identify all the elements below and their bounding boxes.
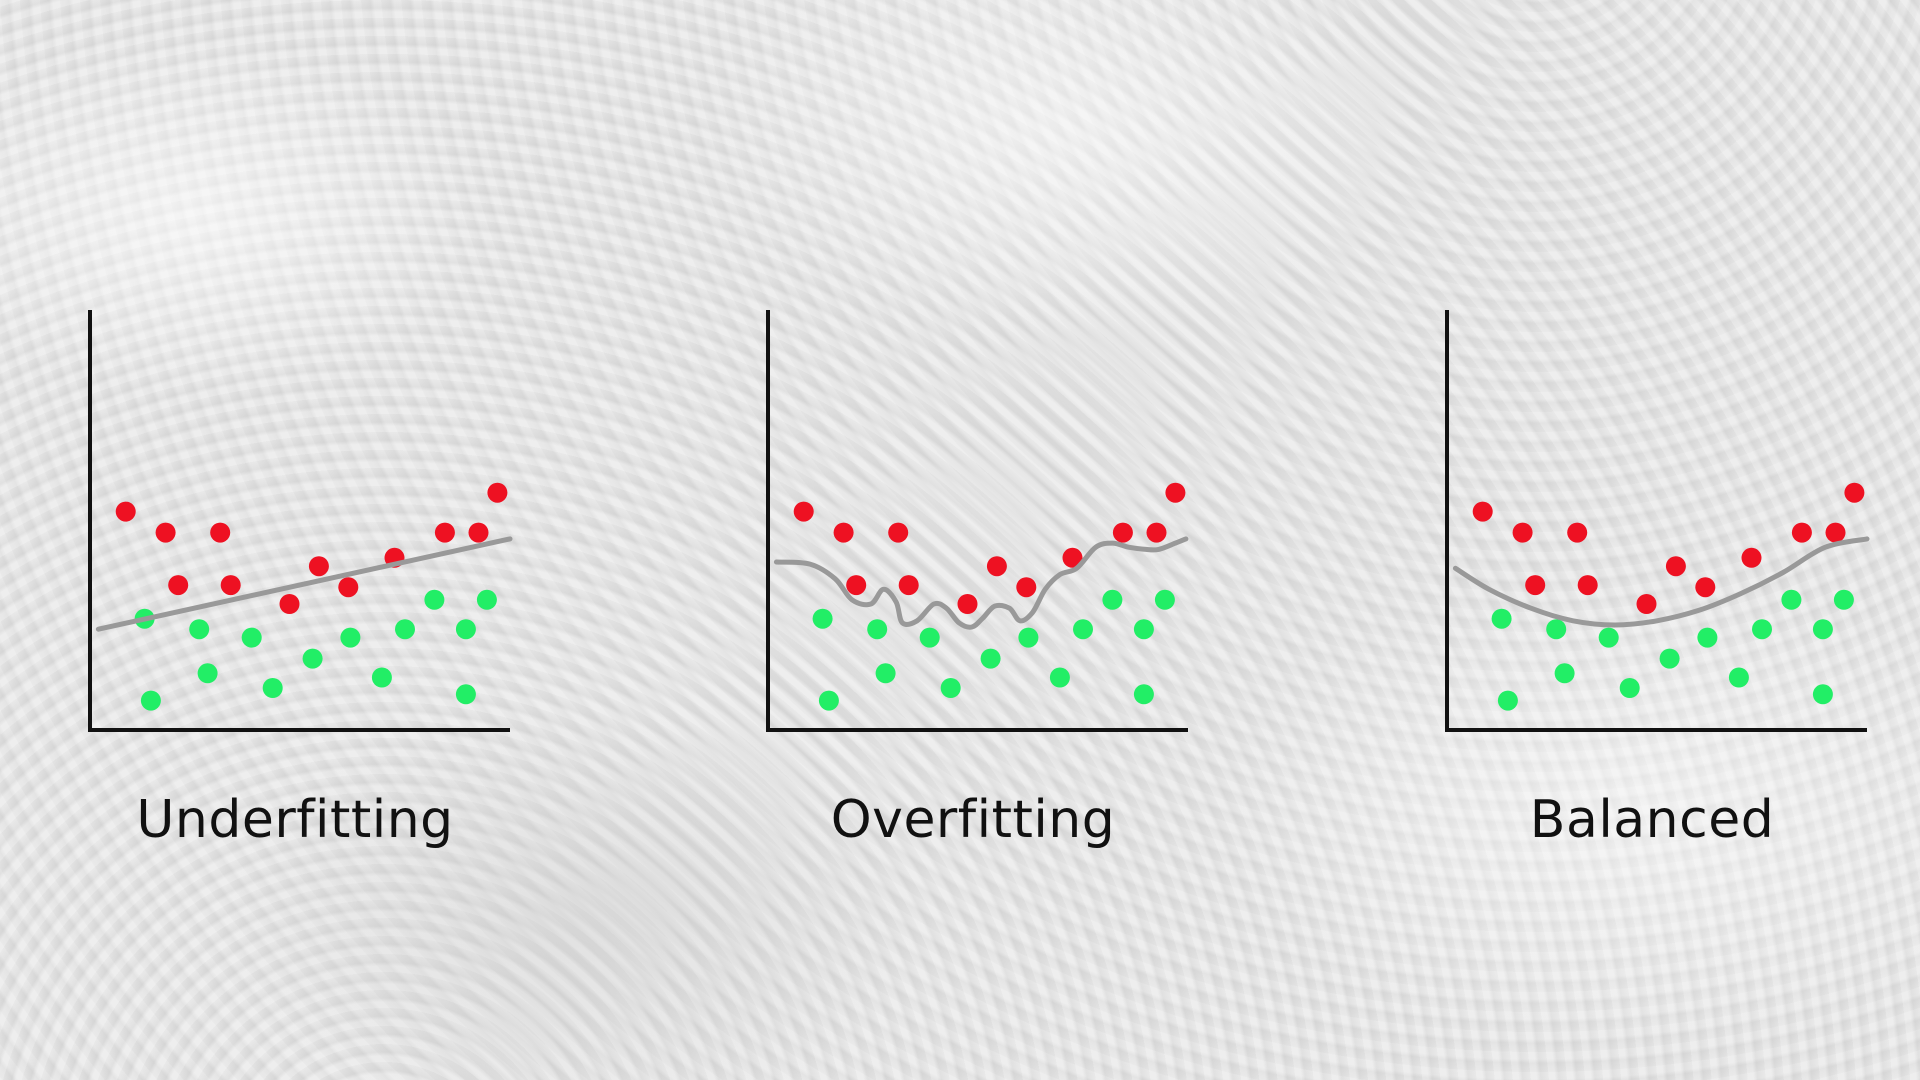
balanced-green-point: [1697, 627, 1718, 648]
overfitting-green-point: [812, 608, 833, 629]
overfitting-green-point: [1018, 627, 1039, 648]
underfitting-red-point: [115, 501, 136, 522]
overfitting-green-point: [1133, 684, 1154, 705]
overfitting-red-point: [986, 556, 1007, 577]
balanced-green-point: [1497, 690, 1518, 711]
underfitting-red-point: [279, 594, 300, 614]
balanced-red-point: [1472, 501, 1493, 522]
balanced-green-point: [1728, 667, 1749, 688]
underfitting-green-point: [140, 690, 161, 711]
balanced-green-point: [1812, 684, 1833, 705]
underfitting-red-point: [220, 575, 241, 596]
underfitting-red-point: [308, 556, 329, 577]
underfitting-red-point: [468, 522, 489, 543]
underfitting-label: Underfitting: [136, 790, 454, 850]
overfitting-red-point: [898, 575, 919, 596]
balanced-red-point: [1825, 522, 1846, 543]
overfitting-red-point: [1146, 522, 1167, 543]
balanced-green-point: [1812, 619, 1833, 640]
overfitting-green-point: [1133, 619, 1154, 640]
overfitting-green-point: [940, 678, 961, 698]
balanced-label: Balanced: [1529, 790, 1775, 850]
underfitting-red-point: [210, 522, 231, 543]
underfitting-red-point: [168, 575, 189, 596]
balanced-green-point: [1546, 619, 1567, 640]
overfitting-label: Overfitting: [830, 790, 1116, 850]
overfitting-red-point: [846, 575, 867, 596]
overfitting-red-point: [888, 522, 909, 543]
overfitting-red-point: [1112, 522, 1133, 543]
balanced-red-point: [1665, 556, 1686, 577]
balanced-green-point: [1833, 589, 1854, 610]
underfitting-green-point: [262, 678, 283, 698]
underfitting-green-point: [241, 627, 262, 648]
overfitting-red-point: [1016, 577, 1037, 598]
underfitting-red-point: [338, 577, 359, 598]
balanced-red-point: [1636, 594, 1657, 614]
overfitting-red-point: [793, 501, 814, 522]
balanced-red-point: [1844, 482, 1865, 503]
overfitting-green-point: [818, 690, 839, 711]
overfitting-red-point: [957, 594, 978, 614]
balanced-red-point: [1512, 522, 1533, 543]
overfitting-red-point: [1165, 482, 1186, 503]
overfitting-green-point: [1049, 667, 1070, 688]
balanced-red-point: [1791, 522, 1812, 543]
underfitting-green-point: [455, 684, 476, 705]
balanced-green-point: [1554, 663, 1575, 684]
balanced-red-point: [1741, 547, 1762, 568]
overfitting-green-point: [1154, 589, 1175, 610]
balanced-red-point: [1695, 577, 1716, 598]
balanced-red-point: [1567, 522, 1588, 543]
underfitting-red-point: [487, 482, 508, 503]
underfitting-green-point: [340, 627, 361, 648]
underfitting-green-point: [424, 589, 445, 610]
balanced-green-point: [1659, 648, 1680, 669]
balanced-green-point: [1781, 589, 1802, 610]
balanced-green-point: [1619, 678, 1640, 698]
underfitting-red-point: [155, 522, 176, 543]
balanced-red-point: [1577, 575, 1598, 596]
overfitting-chart: [766, 310, 1189, 732]
underfitting-green-point: [455, 619, 476, 640]
balanced-green-point: [1752, 619, 1772, 640]
balanced-green-point: [1491, 608, 1512, 629]
balanced-chart: [1445, 310, 1870, 732]
overfitting-green-point: [1102, 589, 1123, 610]
underfitting-green-point: [197, 663, 218, 684]
overfitting-fit-line: [773, 536, 1189, 630]
underfitting-green-point: [302, 648, 323, 669]
overfitting-green-point: [875, 663, 896, 684]
overfitting-green-point: [867, 619, 888, 640]
overfitting-green-point: [1073, 619, 1093, 640]
overfitting-red-point: [1062, 547, 1083, 568]
underfitting-green-point: [371, 667, 392, 688]
balanced-fit-line: [1452, 536, 1870, 628]
underfitting-red-point: [434, 522, 455, 543]
overfitting-green-point: [980, 648, 1001, 669]
balanced-red-point: [1525, 575, 1546, 596]
underfitting-chart: [88, 310, 513, 732]
underfitting-green-point: [395, 619, 415, 640]
underfitting-green-point: [189, 619, 210, 640]
overfitting-red-point: [833, 522, 854, 543]
overfitting-green-point: [919, 627, 940, 648]
balanced-green-point: [1598, 627, 1619, 648]
underfitting-fit-line: [95, 536, 513, 632]
underfitting-green-point: [476, 589, 497, 610]
